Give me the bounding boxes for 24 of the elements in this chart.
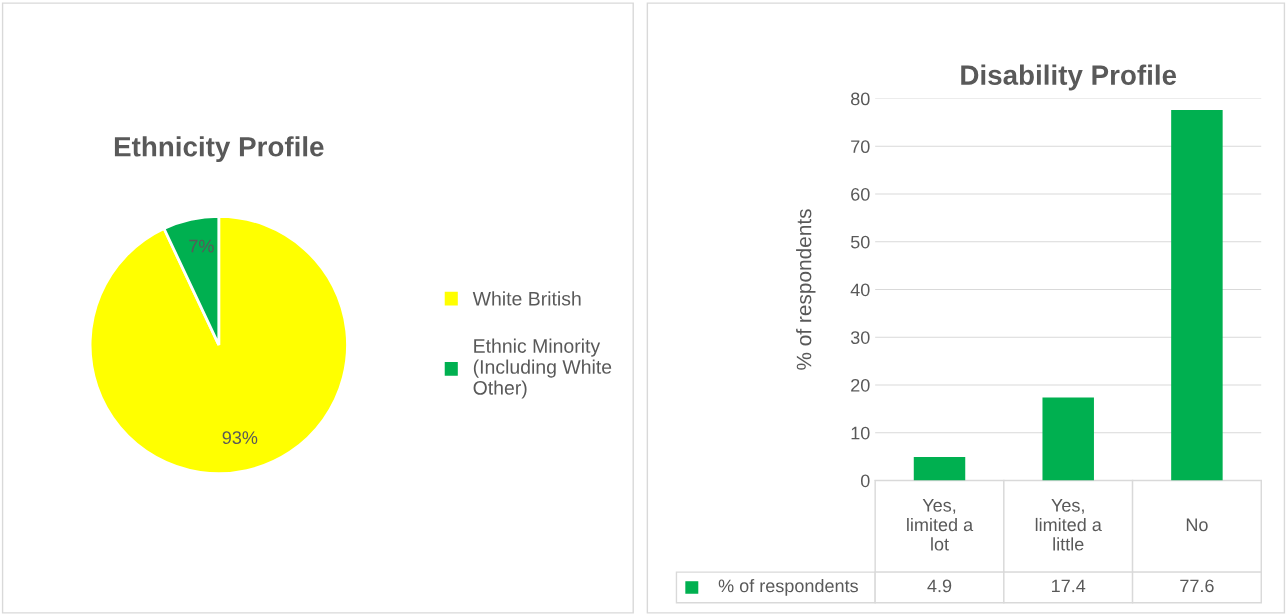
data-label: 17.4	[1052, 579, 1086, 593]
data-label: 93%	[222, 431, 258, 445]
y-tick-label: 50	[850, 235, 870, 249]
chart-title: Ethnicity Profile	[114, 136, 324, 163]
y-tick-label: 30	[850, 331, 870, 344]
legend-label: White British	[472, 291, 581, 306]
x-tick-label: Yes, limited a lot	[907, 499, 974, 551]
y-tick-label: 10	[851, 426, 870, 440]
legend-label: Ethnic Minority (Including White Other)	[473, 338, 612, 399]
chart-title: Disability Profile	[961, 64, 1177, 91]
legend-label: % of respondents	[718, 579, 858, 596]
y-axis-title: % of respondents	[796, 209, 816, 370]
y-tick-label: 0	[860, 474, 870, 488]
y-tick-label: 40	[850, 283, 870, 297]
bar	[913, 457, 966, 481]
y-tick-label: 80	[851, 92, 870, 106]
data-label: 4.9	[927, 579, 952, 593]
x-tick-label: No	[1186, 518, 1208, 532]
data-label: 77.6	[1180, 579, 1214, 593]
x-tick-label: Yes, limited a little	[1035, 499, 1102, 551]
y-tick-label: 60	[851, 187, 870, 201]
y-tick-label: 70	[851, 140, 870, 154]
data-label: 7%	[189, 239, 214, 253]
y-tick-label: 20	[851, 378, 870, 392]
